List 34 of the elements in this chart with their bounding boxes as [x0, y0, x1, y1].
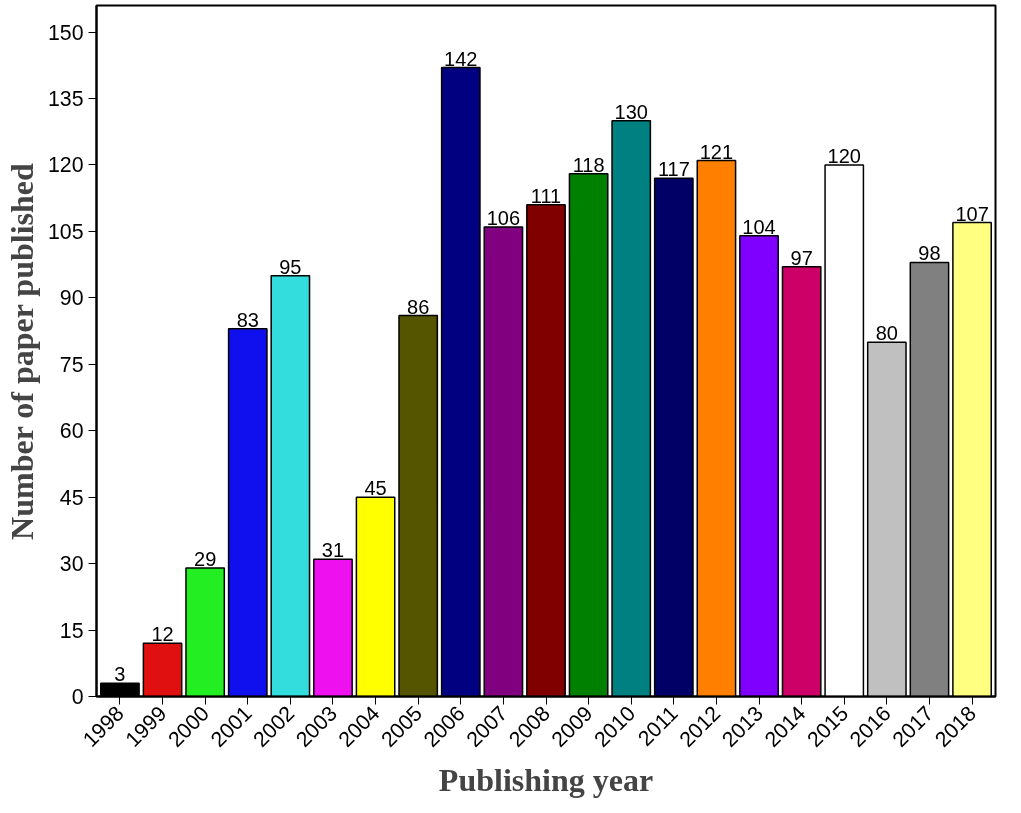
- y-tick-label: 75: [59, 352, 84, 377]
- data-label: 98: [918, 242, 941, 265]
- data-label: 117: [657, 158, 690, 181]
- x-axis-title: Publishing year: [438, 761, 654, 798]
- y-axis-title: Number of paper published: [3, 163, 40, 540]
- data-label: 118: [572, 153, 605, 176]
- data-label: 130: [614, 100, 648, 123]
- y-tick-label: 0: [71, 685, 84, 709]
- data-label: 29: [194, 548, 217, 571]
- data-label: 121: [699, 140, 734, 163]
- data-label: 97: [790, 246, 813, 269]
- y-tick-label: 150: [47, 20, 84, 45]
- data-label: 80: [875, 322, 898, 345]
- data-label: 104: [742, 215, 776, 238]
- data-label: 107: [955, 202, 989, 225]
- data-label: 12: [151, 623, 174, 646]
- data-label: 120: [827, 144, 861, 167]
- y-tick-label: 120: [47, 153, 84, 178]
- data-label: 3: [114, 663, 126, 686]
- y-tick-label: 60: [59, 419, 84, 444]
- data-label: 31: [321, 539, 345, 562]
- data-label: 86: [407, 295, 430, 318]
- data-label: 106: [486, 206, 521, 229]
- y-tick-label: 135: [47, 87, 84, 112]
- y-tick-label: 45: [59, 485, 84, 510]
- data-label: 142: [444, 47, 478, 70]
- y-tick-label: 30: [59, 552, 84, 577]
- y-tick-label: 90: [59, 286, 84, 311]
- data-label: 95: [279, 255, 302, 278]
- data-label: 111: [530, 184, 562, 207]
- y-tick-label: 15: [59, 618, 84, 643]
- data-label: 45: [364, 477, 387, 500]
- data-label: 83: [236, 308, 259, 331]
- y-tick-label: 105: [47, 219, 84, 244]
